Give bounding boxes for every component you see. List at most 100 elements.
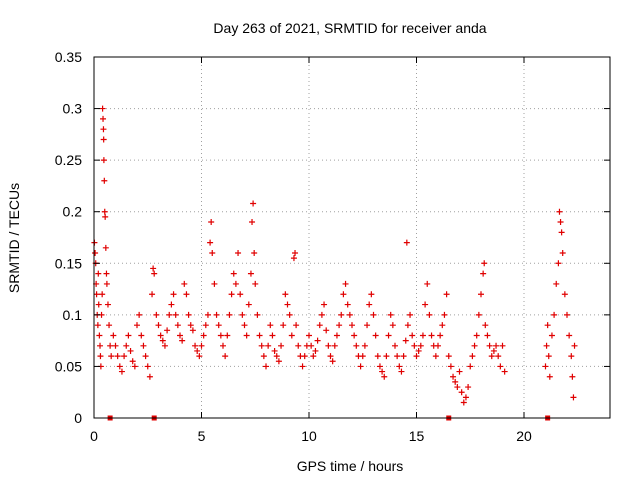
data-point — [557, 219, 564, 226]
data-point — [478, 291, 484, 298]
data-point — [226, 311, 233, 318]
data-point — [96, 332, 103, 339]
data-point — [121, 353, 128, 360]
data-point — [286, 311, 293, 318]
data-point — [142, 353, 149, 360]
data-point — [99, 105, 106, 112]
data-point — [437, 332, 444, 339]
data-point — [308, 342, 315, 349]
data-point — [564, 311, 570, 318]
x-axis-label: GPS time / hours — [297, 458, 404, 474]
data-point — [542, 363, 549, 370]
data-point — [273, 353, 280, 360]
data-point — [383, 353, 390, 360]
data-point — [359, 353, 366, 360]
data-point — [473, 332, 480, 339]
plot-frame — [93, 56, 611, 419]
data-point — [207, 239, 214, 246]
data-point — [385, 332, 392, 339]
data-point — [327, 353, 334, 360]
data-point — [168, 301, 175, 308]
data-point — [166, 311, 173, 318]
data-point — [379, 368, 386, 375]
data-point — [185, 311, 192, 318]
data-point — [314, 337, 321, 344]
data-point — [316, 322, 323, 329]
data-point — [400, 353, 407, 360]
data-point — [92, 249, 99, 256]
y-tick-label: 0.25 — [55, 152, 82, 168]
data-point — [194, 347, 201, 354]
data-point — [340, 291, 347, 298]
data-point — [392, 342, 398, 349]
data-point — [336, 322, 343, 329]
data-point — [245, 301, 252, 308]
data-point — [471, 342, 478, 349]
data-point — [558, 229, 565, 236]
data-point — [254, 311, 261, 318]
data-point — [556, 208, 563, 215]
data-point — [398, 368, 405, 375]
data-point — [123, 342, 130, 349]
data-point — [189, 327, 196, 334]
data-point — [275, 358, 282, 365]
x-tick-labels: 0 5 10 15 20 — [90, 428, 532, 444]
data-point — [553, 280, 560, 287]
data-point — [462, 394, 469, 401]
data-point — [488, 353, 495, 360]
data-point — [114, 353, 121, 360]
data-point — [138, 332, 145, 339]
data-point — [208, 219, 215, 226]
data-point — [432, 353, 439, 360]
data-point — [376, 363, 383, 370]
data-point — [351, 332, 358, 339]
data-point — [161, 342, 168, 349]
data-point — [493, 342, 500, 349]
data-point — [269, 332, 276, 339]
x-tick-label: 15 — [409, 428, 425, 444]
data-point — [344, 301, 351, 308]
data-point — [103, 270, 110, 277]
data-point — [155, 322, 162, 329]
data-point — [306, 332, 312, 339]
data-point — [174, 322, 181, 329]
data-point — [258, 342, 265, 349]
data-point — [100, 136, 107, 143]
data-point — [372, 332, 379, 339]
data-point — [222, 353, 229, 360]
x-tick-label: 20 — [516, 428, 532, 444]
data-point — [325, 342, 332, 349]
data-point — [501, 368, 508, 375]
data-point — [241, 322, 248, 329]
data-point — [407, 311, 414, 318]
chart-title: Day 263 of 2021, SRMTID for receiver and… — [213, 20, 486, 36]
data-point — [310, 353, 317, 360]
data-point — [107, 342, 114, 349]
y-tick-label: 0.1 — [63, 307, 83, 323]
data-point — [426, 311, 433, 318]
data-point — [403, 239, 410, 246]
data-point — [566, 332, 573, 339]
data-point — [333, 332, 340, 339]
data-point — [237, 291, 244, 298]
data-point — [250, 200, 257, 207]
data-point — [198, 342, 205, 349]
y-tick-label: 0.15 — [55, 255, 82, 271]
data-point — [93, 291, 100, 298]
data-point — [543, 342, 550, 349]
data-point — [331, 342, 338, 349]
data-point — [204, 311, 211, 318]
data-point — [103, 280, 110, 287]
data-point — [140, 342, 147, 349]
data-point — [196, 353, 203, 360]
data-point — [94, 322, 101, 329]
data-point — [497, 363, 504, 370]
data-point — [99, 291, 106, 298]
data-point — [129, 358, 136, 365]
data-point — [102, 213, 109, 220]
data-point — [447, 363, 454, 370]
data-point — [301, 353, 308, 360]
data-points — [91, 105, 578, 406]
data-point — [267, 322, 274, 329]
data-point — [100, 157, 107, 164]
